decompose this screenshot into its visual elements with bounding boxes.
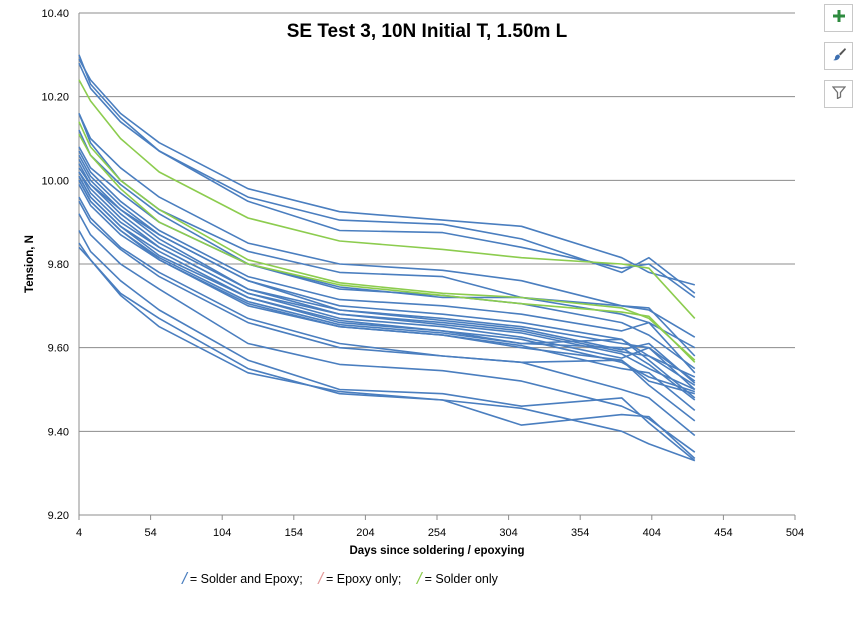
legend-swatch: / [318,569,323,588]
legend-item-solder-only: / = Solder only [416,569,498,588]
x-axis-label: Days since soldering / epoxying [349,545,524,557]
chart-styles-button[interactable] [824,42,853,70]
legend-label: = Epoxy only; [325,572,402,586]
filter-icon [831,85,846,104]
x-tick-label: 404 [643,527,661,539]
x-tick-label: 354 [571,527,589,539]
legend-label: = Solder only [424,572,498,586]
x-tick-label: 454 [714,527,732,539]
y-tick-label: 9.40 [48,426,69,438]
legend-swatch: / [416,569,422,588]
series-line-solder-and-epoxy [78,113,696,349]
series-line-solder-and-epoxy [78,175,696,393]
y-tick-label: 9.20 [48,510,69,522]
legend-swatch: / [182,569,187,588]
series-line-solder-and-epoxy [78,175,696,399]
series-line-solder-and-epoxy [78,196,696,422]
series-line-solder-and-epoxy [78,213,696,453]
x-tick-label: 154 [285,527,303,539]
series-line-solder-and-epoxy [78,129,696,357]
series-line-solder-only [78,121,696,361]
series-line-solder-and-epoxy [78,163,696,384]
x-tick-label: 4 [76,527,82,539]
series-line-solder-and-epoxy [78,146,696,370]
series-line-solder-and-epoxy [78,167,696,386]
series-line-solder-and-epoxy [78,246,696,462]
plus-icon [832,9,846,28]
series-line-solder-and-epoxy [78,171,696,391]
legend-item-epoxy-only: / = Epoxy only; [318,569,405,588]
chart-title: SE Test 3, 10N Initial T, 1.50m L [287,21,568,42]
y-tick-label: 10.20 [41,92,69,104]
brush-icon [831,46,847,67]
x-tick-label: 504 [786,527,804,539]
x-tick-label: 254 [428,527,446,539]
y-axis-label: Tension, N [24,235,36,293]
series-line-solder-and-epoxy [78,62,696,299]
chart-legend: / = Solder and Epoxy; / = Epoxy only; / = S… [0,568,680,588]
series-line-solder-only [78,79,696,319]
chart-filters-button[interactable] [824,80,853,108]
series-line-solder-only [78,133,696,363]
x-tick-label: 54 [144,527,156,539]
series-lines [78,54,696,462]
series-line-solder-and-epoxy [78,171,696,391]
y-tick-label: 9.80 [48,259,69,271]
gridlines [79,12,795,516]
legend-label: = Solder and Epoxy; [189,572,303,586]
series-line-solder-and-epoxy [78,150,696,374]
y-tick-label: 9.60 [48,343,69,355]
y-tick-label: 10.00 [41,175,69,187]
x-tick-labels: 4 54 104 154 204 254 304 354 404 454 504 [76,527,804,539]
axes [78,13,796,520]
series-line-solder-and-epoxy [78,242,696,460]
series-line-solder-and-epoxy [78,230,696,462]
x-tick-label: 304 [499,527,517,539]
y-tick-labels: 9.20 9.40 9.60 9.80 10.00 10.20 10.40 [41,8,69,522]
series-line-solder-and-epoxy [78,58,696,286]
series-line-solder-and-epoxy [78,184,696,395]
y-tick-label: 10.40 [41,8,69,20]
legend-item-solder-and-epoxy: / = Solder and Epoxy; [182,569,306,588]
x-tick-label: 104 [213,527,231,539]
series-line-solder-and-epoxy [78,200,696,437]
add-chart-element-button[interactable] [824,4,853,32]
x-tick-label: 204 [356,527,374,539]
